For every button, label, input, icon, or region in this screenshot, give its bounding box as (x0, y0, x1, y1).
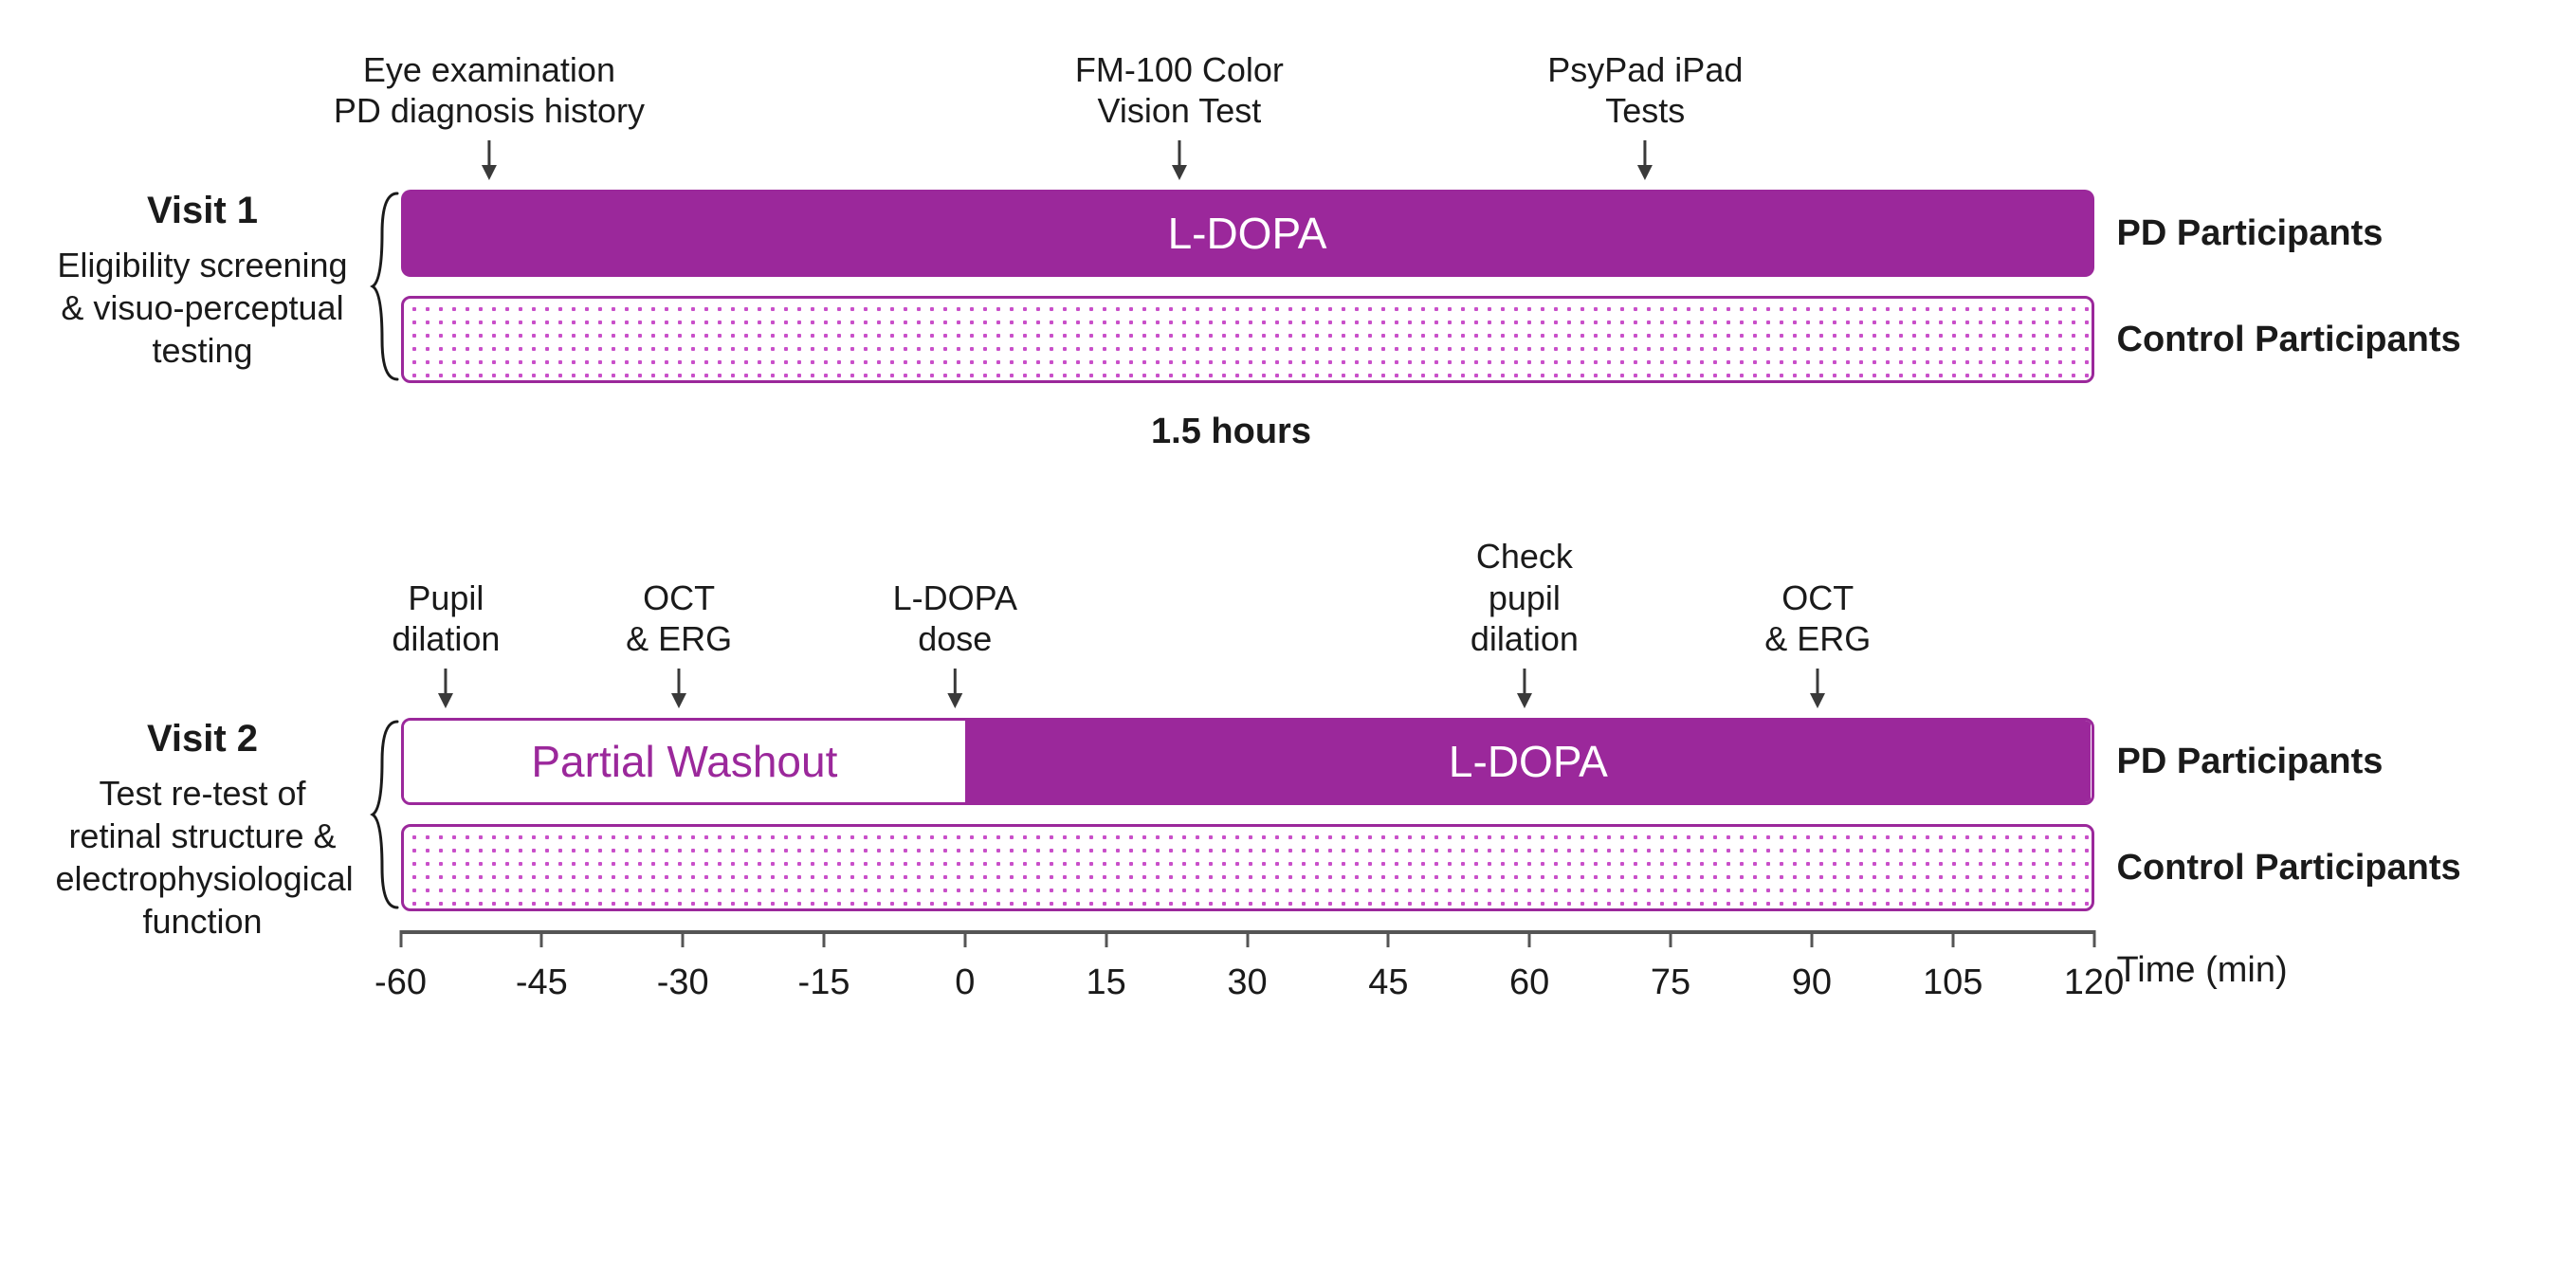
visit2-control-bar (401, 824, 2094, 911)
visit1-right-ctrl: Control Participants (2117, 296, 2521, 383)
axis-tick-label: 60 (1509, 962, 1549, 1003)
axis-tick (540, 930, 543, 947)
visit2-subtitle: Test re-test of retinal structure & elec… (56, 772, 350, 943)
arrow-down-icon (893, 667, 1017, 708)
visit1-row: Visit 1 Eligibility screening & visuo-pe… (56, 190, 2521, 402)
visit2-ldopa-segment: L-DOPA (965, 721, 2091, 802)
visit2-ticklabels: -60-45-30-150153045607590105120 (401, 962, 2094, 1019)
axis-tick-label: 105 (1923, 962, 1982, 1003)
visit1-duration: 1.5 hours (369, 412, 2094, 452)
axis-tick-label: 120 (2064, 962, 2124, 1003)
axis-tick (1951, 930, 1954, 947)
axis-tick-label: -60 (375, 962, 427, 1003)
visit1-bars: L-DOPA (401, 190, 2094, 402)
visit1-pd-bar: L-DOPA (401, 190, 2094, 277)
event-label: OCT& ERG (626, 577, 732, 708)
visit2-right-pd: PD Participants (2117, 718, 2521, 805)
axis-tick-label: -45 (516, 962, 568, 1003)
axis-tick-label: -30 (657, 962, 709, 1003)
axis-tick (1246, 930, 1249, 947)
visit2-right-ctrl: Control Participants (2117, 824, 2521, 911)
axis-tick-label: 15 (1087, 962, 1126, 1003)
axis-tick-label: 90 (1792, 962, 1832, 1003)
event-label: Checkpupildilation (1471, 536, 1579, 708)
arrow-down-icon (626, 667, 732, 708)
arrow-down-icon (334, 138, 645, 180)
visit1-subtitle: Eligibility screening & visuo-perceptual… (56, 244, 350, 372)
visit2-ldopa-label: L-DOPA (1449, 736, 1608, 787)
axis-tick (1670, 930, 1672, 947)
axis-tick-label: 0 (955, 962, 975, 1003)
axis-tick (823, 930, 826, 947)
visit1-block: Eye examinationPD diagnosis history FM-10… (56, 38, 2521, 452)
visit2-title: Visit 2 (56, 718, 350, 761)
visit2-axis (401, 930, 2094, 951)
visit2-washout-label: Partial Washout (531, 736, 837, 787)
event-label: FM-100 ColorVision Test (1075, 49, 1284, 180)
axis-tick (2092, 930, 2095, 947)
arrow-down-icon (392, 667, 500, 708)
arrow-down-icon (1075, 138, 1284, 180)
visit1-control-bar (401, 296, 2094, 383)
visit2-bars: Partial Washout L-DOPA -60-45-30-1501530… (401, 718, 2094, 1033)
axis-tick-label: -15 (798, 962, 850, 1003)
axis-tick (1105, 930, 1107, 947)
visit1-leftcol: Visit 1 Eligibility screening & visuo-pe… (56, 190, 369, 402)
event-label: Pupildilation (392, 577, 500, 708)
visit2-leftcol: Visit 2 Test re-test of retinal structur… (56, 718, 369, 1033)
visit2-washout-segment: Partial Washout (404, 721, 966, 802)
visit2-row: Visit 2 Test re-test of retinal structur… (56, 718, 2521, 1033)
visit2-pd-bar: Partial Washout L-DOPA (401, 718, 2094, 805)
visit1-brace (369, 190, 401, 402)
axis-tick (399, 930, 402, 947)
event-label: L-DOPAdose (893, 577, 1017, 708)
visit1-events: Eye examinationPD diagnosis historyFM-10… (369, 38, 2094, 180)
event-label: OCT& ERG (1764, 577, 1871, 708)
event-label: PsyPad iPadTests (1547, 49, 1743, 180)
axis-tick (682, 930, 685, 947)
visit2-rightcol: PD Participants Control Participants Tim… (2094, 718, 2521, 1033)
arrow-down-icon (1547, 138, 1743, 180)
visit2-block: Pupildilation OCT& ERG L-DOPAdose Checkpupi… (56, 528, 2521, 1033)
visit1-right-pd: PD Participants (2117, 190, 2521, 277)
visit1-title: Visit 1 (56, 190, 350, 232)
arrow-down-icon (1764, 667, 1871, 708)
arrow-down-icon (1471, 667, 1579, 708)
axis-tick-label: 30 (1227, 962, 1267, 1003)
axis-tick (1387, 930, 1390, 947)
event-label: Eye examinationPD diagnosis history (334, 49, 645, 180)
visit2-time-label: Time (min) (2117, 926, 2521, 1014)
axis-tick (963, 930, 966, 947)
visit2-events: Pupildilation OCT& ERG L-DOPAdose Checkpupi… (369, 528, 2094, 708)
visit1-rightcol: PD Participants Control Participants (2094, 190, 2521, 402)
axis-tick-label: 75 (1651, 962, 1690, 1003)
axis-tick-label: 45 (1368, 962, 1408, 1003)
axis-tick (1810, 930, 1813, 947)
axis-tick (1528, 930, 1531, 947)
visit1-pd-bar-label: L-DOPA (1168, 208, 1327, 259)
